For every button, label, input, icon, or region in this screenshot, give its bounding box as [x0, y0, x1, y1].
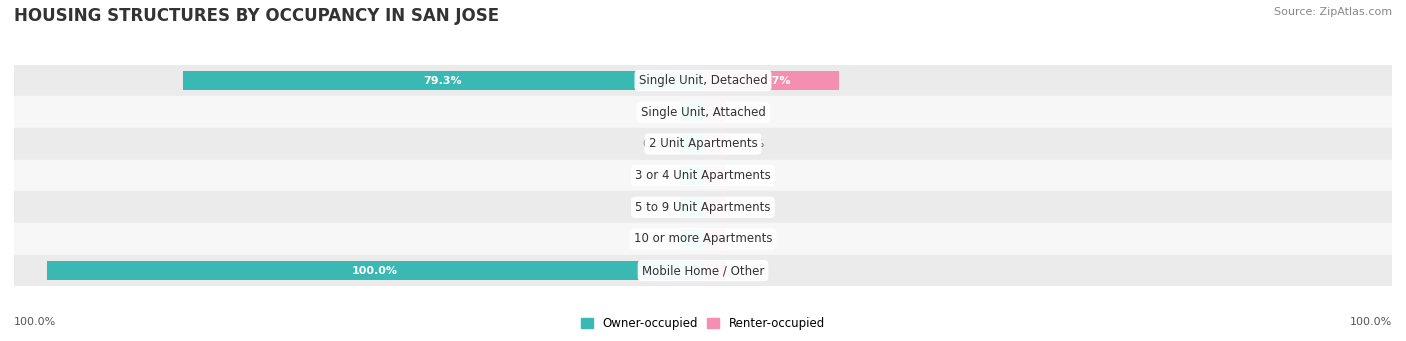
Text: 0.0%: 0.0%: [643, 107, 671, 117]
Bar: [14, 97, 1392, 128]
Bar: [681, 102, 703, 122]
Bar: [14, 223, 1392, 255]
Text: 0.0%: 0.0%: [643, 139, 671, 149]
Bar: [703, 102, 725, 122]
Bar: [14, 128, 1392, 160]
Bar: [703, 197, 725, 217]
Bar: [14, 160, 1392, 191]
Bar: [14, 191, 1392, 223]
Text: Mobile Home / Other: Mobile Home / Other: [641, 264, 765, 277]
Text: Single Unit, Attached: Single Unit, Attached: [641, 106, 765, 119]
Text: 0.0%: 0.0%: [735, 202, 763, 212]
Text: 5 to 9 Unit Apartments: 5 to 9 Unit Apartments: [636, 201, 770, 214]
Text: 100.0%: 100.0%: [14, 317, 56, 327]
Text: 0.0%: 0.0%: [735, 234, 763, 244]
Text: 0.0%: 0.0%: [643, 202, 671, 212]
Text: Source: ZipAtlas.com: Source: ZipAtlas.com: [1274, 7, 1392, 17]
Text: 0.0%: 0.0%: [643, 170, 671, 181]
Text: 0.0%: 0.0%: [735, 266, 763, 276]
Text: 2 Unit Apartments: 2 Unit Apartments: [648, 137, 758, 150]
Text: 20.7%: 20.7%: [752, 76, 790, 86]
Bar: [46, 261, 703, 280]
Text: HOUSING STRUCTURES BY OCCUPANCY IN SAN JOSE: HOUSING STRUCTURES BY OCCUPANCY IN SAN J…: [14, 7, 499, 25]
Bar: [703, 229, 725, 249]
Bar: [703, 166, 725, 186]
Text: 0.0%: 0.0%: [643, 234, 671, 244]
Text: 10 or more Apartments: 10 or more Apartments: [634, 233, 772, 246]
Bar: [681, 197, 703, 217]
Text: 0.0%: 0.0%: [735, 139, 763, 149]
Text: 79.3%: 79.3%: [423, 76, 463, 86]
Bar: [703, 71, 839, 90]
Legend: Owner-occupied, Renter-occupied: Owner-occupied, Renter-occupied: [576, 313, 830, 335]
Text: 100.0%: 100.0%: [1350, 317, 1392, 327]
Bar: [703, 134, 725, 154]
Bar: [14, 65, 1392, 97]
Text: Single Unit, Detached: Single Unit, Detached: [638, 74, 768, 87]
Text: 3 or 4 Unit Apartments: 3 or 4 Unit Apartments: [636, 169, 770, 182]
Bar: [14, 255, 1392, 286]
Bar: [703, 261, 725, 280]
Bar: [681, 134, 703, 154]
Bar: [681, 166, 703, 186]
Bar: [681, 229, 703, 249]
Bar: [183, 71, 703, 90]
Text: 0.0%: 0.0%: [735, 107, 763, 117]
Text: 100.0%: 100.0%: [352, 266, 398, 276]
Text: 0.0%: 0.0%: [735, 170, 763, 181]
